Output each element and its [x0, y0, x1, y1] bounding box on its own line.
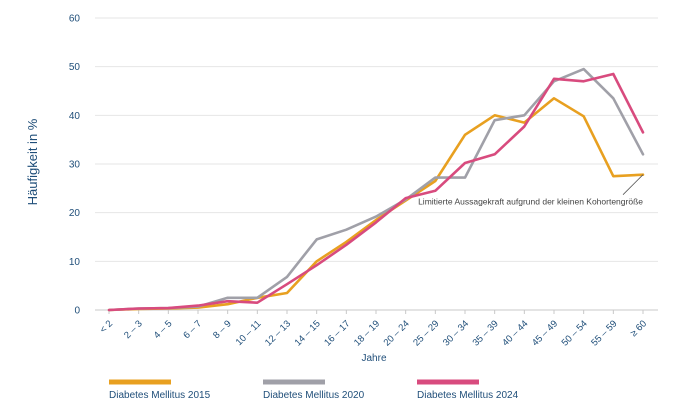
x-tick-label: 35 – 39 — [471, 318, 501, 348]
x-tick-label: 6 – 7 — [181, 318, 204, 341]
y-tick-label: 50 — [69, 62, 81, 73]
x-axis-title: Jahre — [361, 353, 386, 364]
x-tick-label: 45 – 49 — [530, 318, 560, 348]
annotation: Limitierte Aussagekraft aufgrund der kle… — [418, 174, 644, 207]
x-tick-label: 12 – 13 — [263, 318, 293, 348]
x-tick-label: 2 – 3 — [122, 318, 145, 341]
x-tick-label: 10 – 11 — [234, 318, 264, 348]
x-tick-label: 18 – 19 — [352, 318, 382, 348]
legend: Diabetes Mellitus 2015 Diabetes Mellitus … — [109, 379, 519, 401]
x-tick-label: 55 – 59 — [589, 318, 619, 348]
x-axis-ticks: < 2 2 – 3 4 – 5 6 – 7 8 – 9 10 – 11 12 – 13 14 … — [98, 310, 649, 349]
y-tick-label: 20 — [69, 208, 81, 219]
x-tick-label: 40 – 44 — [500, 318, 530, 348]
x-tick-label: 8 – 9 — [211, 318, 234, 341]
legend-label-1: Diabetes Mellitus 2015 — [109, 390, 211, 401]
y-tick-label: 10 — [69, 257, 81, 268]
y-tick-label: 40 — [69, 111, 81, 122]
legend-label-3: Diabetes Mellitus 2024 — [417, 390, 519, 401]
grid-lines — [95, 17, 658, 311]
x-tick-label: ≥ 60 — [628, 318, 649, 339]
y-tick-label: 60 — [69, 14, 81, 25]
annotation-text: Limitierte Aussagekraft aufgrund der kle… — [418, 197, 643, 207]
x-tick-label: < 2 — [98, 318, 115, 335]
x-tick-label: 30 – 34 — [441, 318, 471, 348]
y-tick-label: 0 — [74, 306, 80, 317]
x-tick-label: 20 – 24 — [382, 318, 412, 348]
annotation-leader-line — [622, 174, 644, 195]
legend-label-2: Diabetes Mellitus 2020 — [263, 390, 365, 401]
x-tick-label: 14 – 15 — [293, 318, 323, 348]
x-tick-label: 16 – 17 — [322, 318, 352, 348]
series-line-2 — [107, 67, 645, 312]
series-lines — [107, 67, 645, 312]
x-tick-label: 4 – 5 — [152, 318, 175, 341]
series-line-3 — [107, 72, 645, 312]
x-tick-label: 50 – 54 — [560, 318, 590, 348]
y-tick-label: 30 — [69, 160, 81, 171]
y-axis-title: Häufigkeit in % — [25, 118, 40, 205]
y-axis-ticks: 0 10 20 30 40 50 60 — [69, 14, 81, 317]
x-tick-label: 25 – 29 — [411, 318, 441, 348]
